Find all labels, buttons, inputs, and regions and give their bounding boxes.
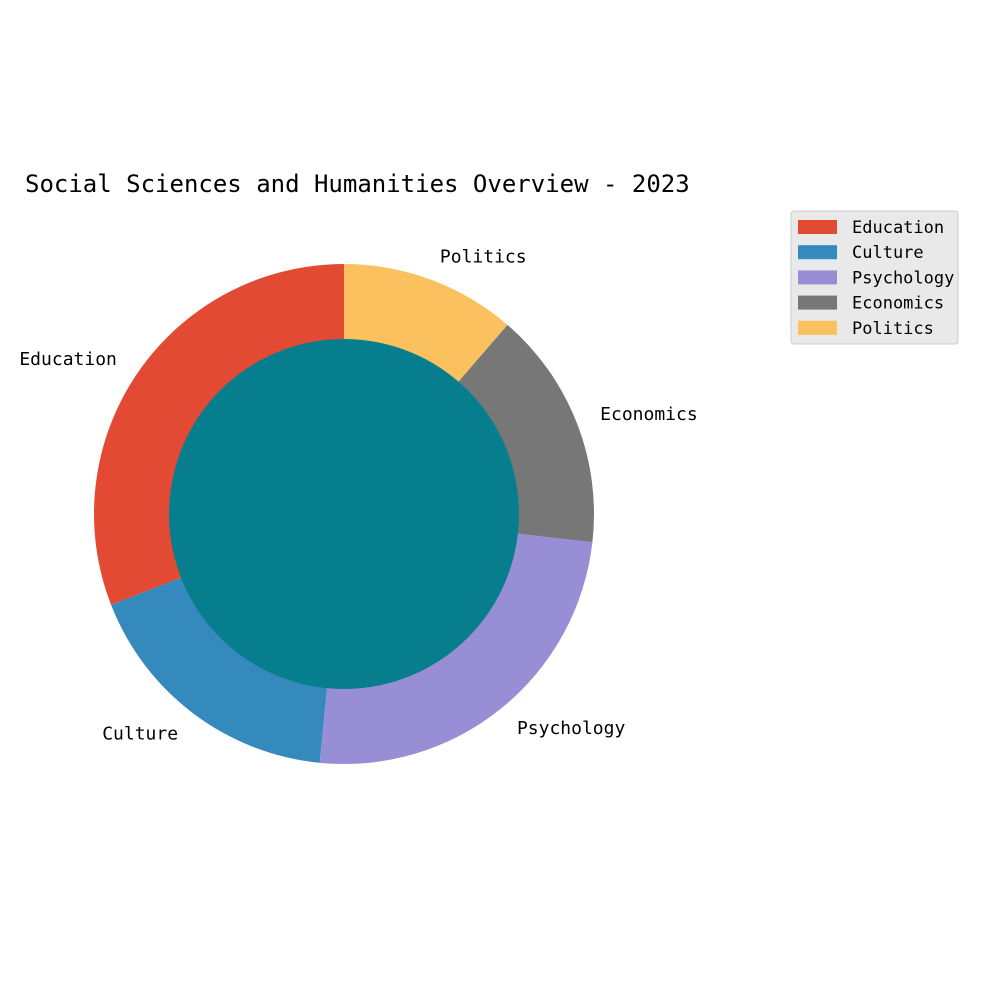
legend-label-psychology: Psychology (852, 268, 954, 288)
slice-label-culture: Culture (102, 723, 178, 744)
legend-frame (790, 210, 959, 345)
donut-center (169, 339, 519, 689)
legend-label-culture: Culture (852, 243, 924, 263)
slice-label-economics: Economics (600, 404, 698, 425)
legend-swatch-economics (798, 295, 837, 310)
slice-label-psychology: Psychology (517, 718, 626, 739)
legend-label-education: Education (852, 218, 944, 238)
legend-swatch-psychology (798, 270, 837, 285)
slice-labels: Education Culture Psychology Economics Polit… (19, 246, 697, 744)
legend-swatch-education (798, 220, 837, 234)
legend-label-economics: Economics (852, 294, 944, 314)
legend-swatch-culture (798, 245, 837, 260)
chart-title: Social Sciences and Humanities Overview … (25, 170, 690, 198)
slice-label-education: Education (19, 349, 117, 370)
legend: Education Culture Psychology Economics Polit… (790, 210, 959, 345)
legend-label-politics: Politics (852, 319, 934, 339)
slice-label-politics: Politics (440, 246, 527, 267)
legend-swatch-politics (798, 320, 837, 335)
